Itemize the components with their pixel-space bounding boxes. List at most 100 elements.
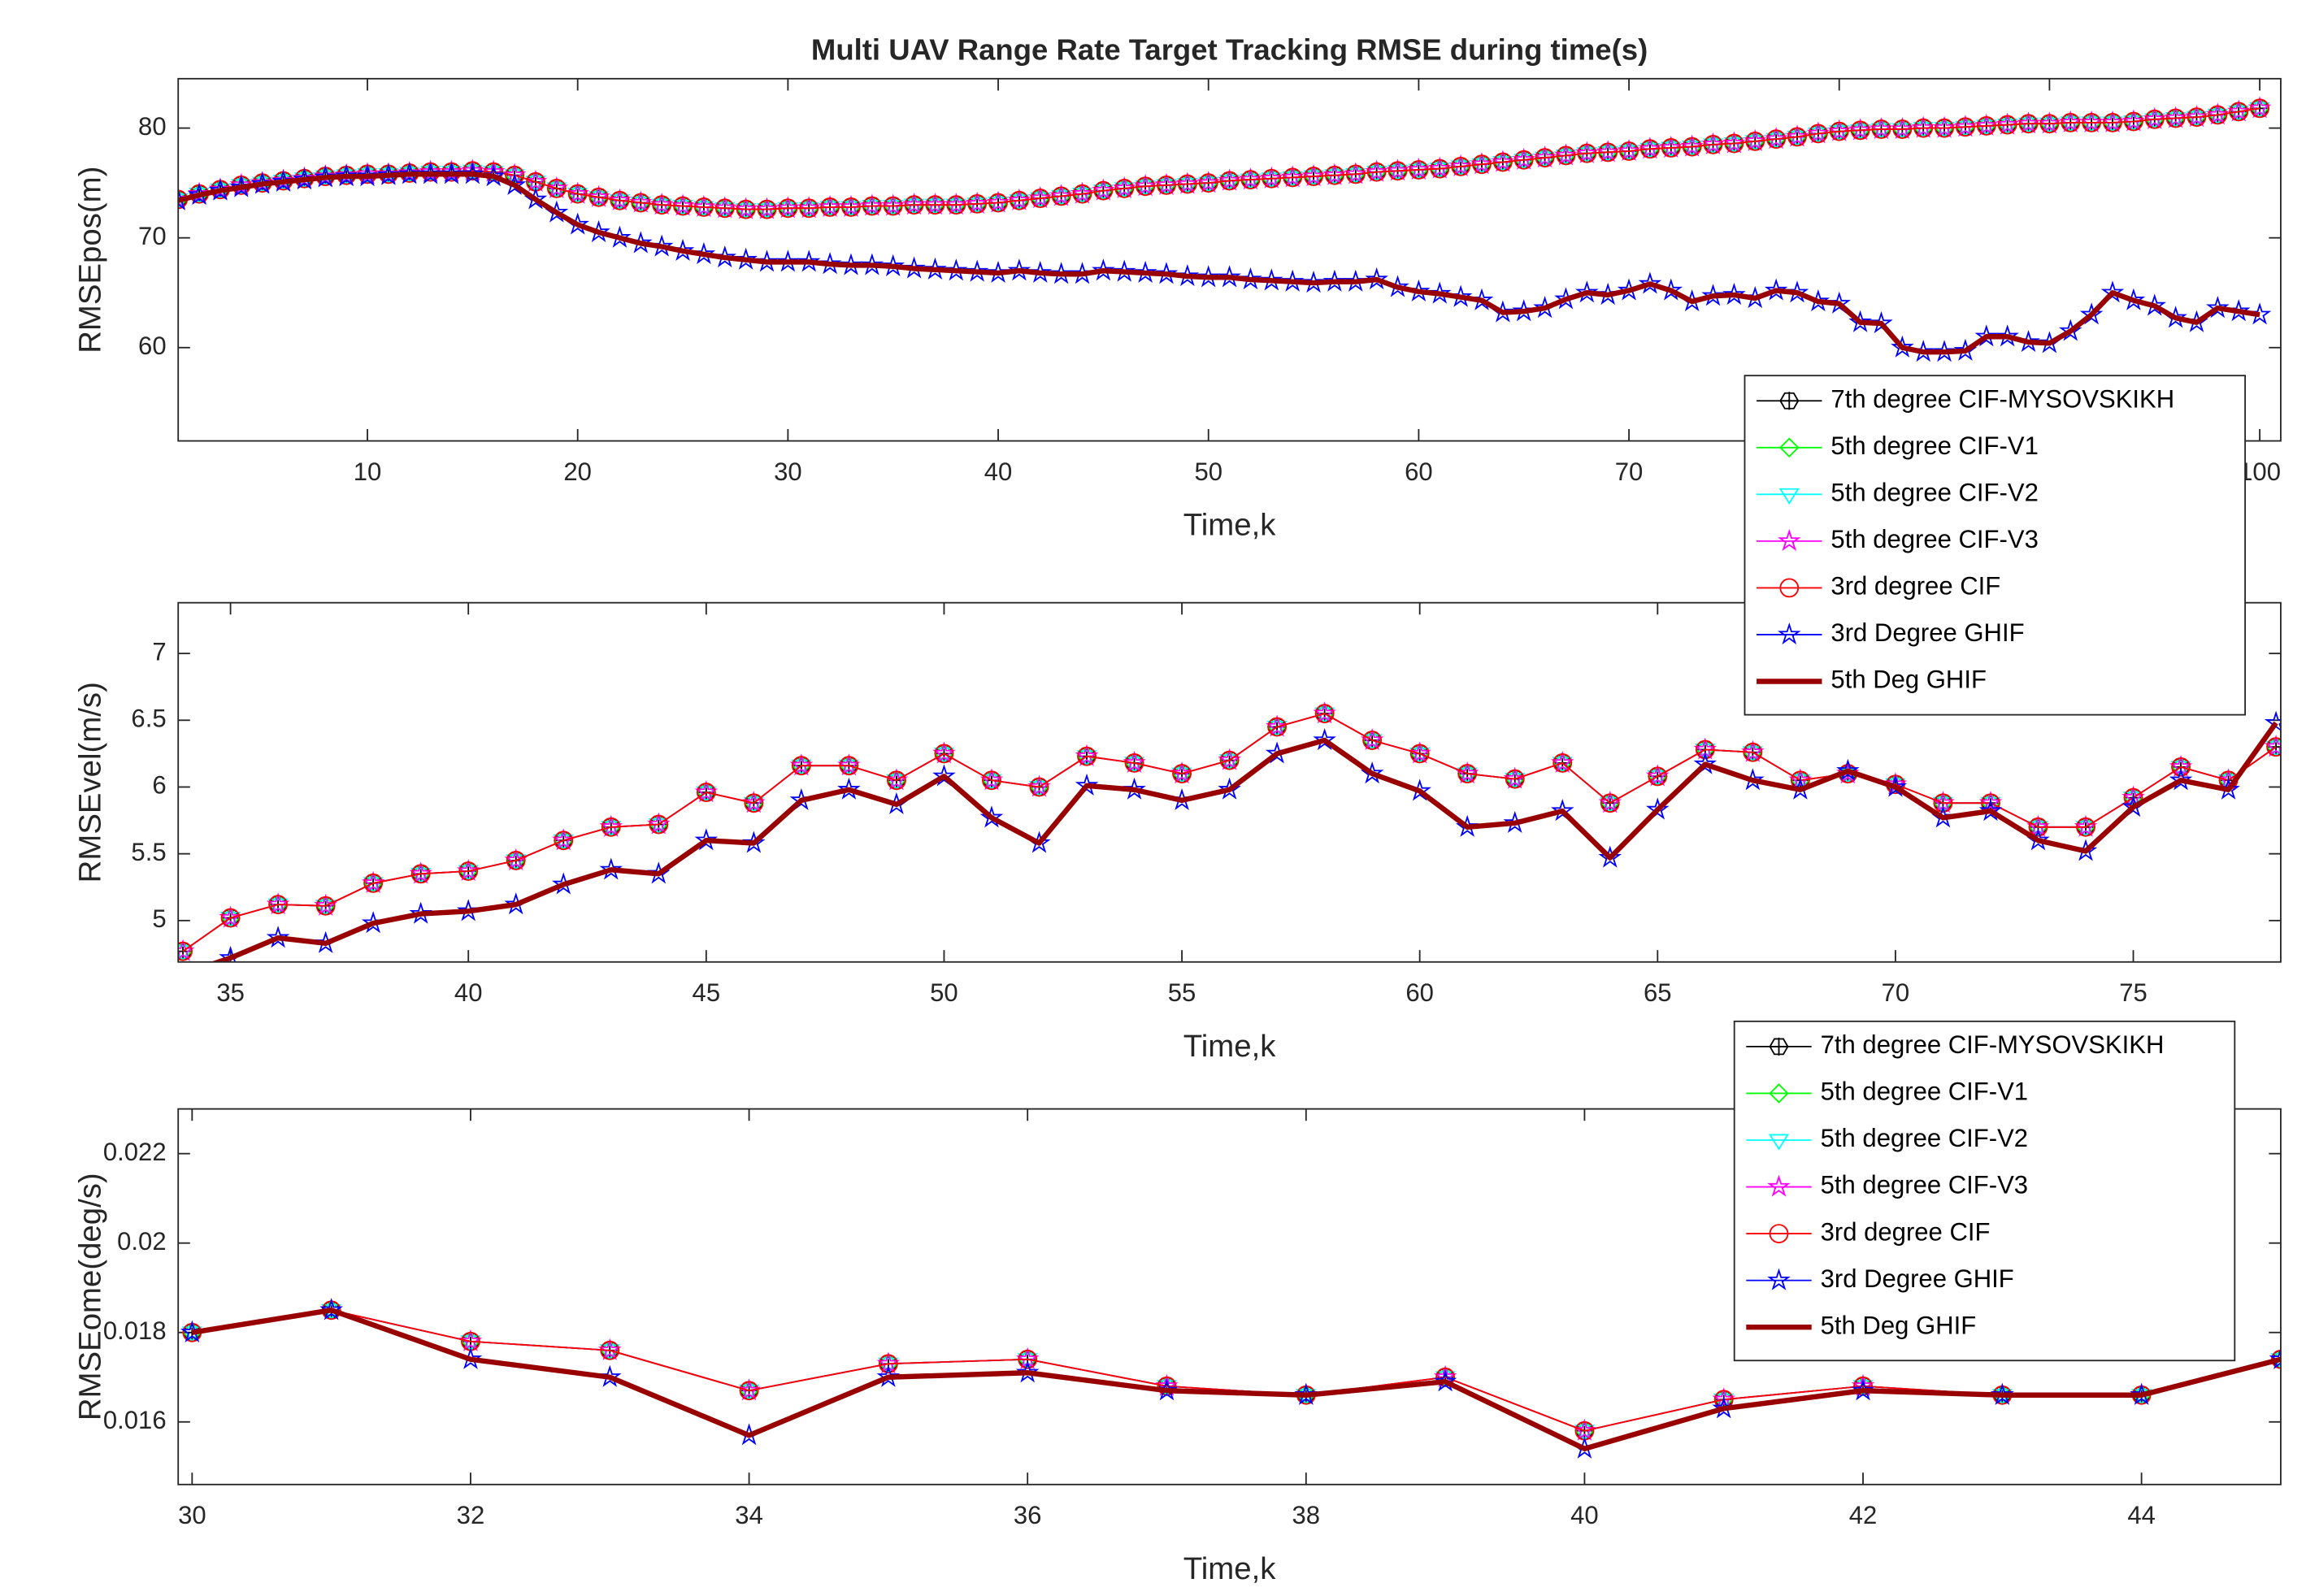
- legend-marker: [1767, 1268, 1791, 1290]
- x-tick-label: 44: [2127, 1501, 2156, 1529]
- legend-marker: [1769, 1037, 1789, 1056]
- marker: [1596, 140, 1620, 163]
- marker: [1976, 116, 1996, 136]
- marker: [1472, 154, 1492, 175]
- marker: [1598, 791, 1622, 813]
- marker: [2028, 817, 2048, 837]
- y-axis-label: RMSEvel(m/s): [72, 682, 107, 883]
- marker: [671, 193, 695, 216]
- marker: [1448, 154, 1473, 177]
- marker: [1075, 744, 1099, 766]
- marker: [2206, 102, 2230, 125]
- marker: [1301, 164, 1326, 187]
- marker: [1974, 324, 1999, 347]
- plot-series: [180, 1298, 2281, 1459]
- legend-marker: [1767, 1174, 1791, 1197]
- marker: [523, 169, 548, 192]
- marker: [755, 197, 779, 219]
- marker: [946, 195, 966, 215]
- marker: [1313, 701, 1336, 724]
- legend-label: 5th degree CIF-V1: [1821, 1078, 2028, 1106]
- marker: [1157, 175, 1176, 195]
- marker: [736, 199, 756, 219]
- marker: [1280, 269, 1305, 292]
- marker: [1301, 271, 1326, 293]
- x-tick-label: 40: [1570, 1501, 1599, 1529]
- marker: [334, 163, 358, 185]
- marker: [2121, 785, 2145, 808]
- legend-label: 5th degree CIF-V3: [1830, 525, 2038, 553]
- marker: [1913, 118, 1934, 138]
- marker: [1953, 115, 1978, 137]
- marker: [2264, 735, 2281, 757]
- marker: [1219, 750, 1240, 770]
- marker: [2229, 102, 2249, 122]
- marker: [649, 814, 669, 835]
- legend-marker: [1769, 1224, 1789, 1243]
- marker: [965, 259, 989, 282]
- marker: [837, 753, 861, 776]
- marker: [1646, 797, 1670, 820]
- marker: [1827, 119, 1852, 141]
- marker: [2226, 99, 2251, 122]
- marker: [1172, 764, 1192, 783]
- marker: [820, 197, 840, 217]
- marker: [881, 254, 905, 276]
- marker: [1695, 739, 1715, 760]
- marker: [2266, 737, 2281, 757]
- marker: [1764, 278, 1788, 301]
- legend-box: [1744, 375, 2247, 716]
- legend-marker: [1777, 528, 1801, 552]
- x-tick-label: 50: [930, 978, 958, 1007]
- marker: [1407, 157, 1431, 180]
- marker: [692, 194, 716, 218]
- marker: [2074, 814, 2098, 837]
- marker: [2100, 110, 2125, 133]
- x-tick-label: 35: [216, 978, 245, 1007]
- y-tick-label: 0.018: [103, 1316, 167, 1345]
- marker: [588, 187, 609, 207]
- marker: [1427, 156, 1452, 179]
- x-tick-label: 10: [354, 458, 382, 486]
- marker: [1027, 774, 1051, 797]
- legend-label: 5th degree CIF-V2: [1821, 1124, 2028, 1152]
- marker: [1124, 753, 1144, 773]
- marker: [1314, 704, 1335, 723]
- legend-label: 5th degree CIF-V3: [1821, 1171, 2028, 1199]
- marker: [1535, 148, 1555, 167]
- marker: [1218, 168, 1241, 191]
- marker: [1891, 335, 1914, 358]
- marker: [791, 756, 811, 776]
- marker: [1072, 184, 1092, 204]
- marker: [839, 253, 863, 275]
- axes-box: [177, 77, 2282, 442]
- marker: [1386, 158, 1409, 181]
- marker: [608, 188, 632, 210]
- x-tick-label: 34: [735, 1501, 763, 1529]
- marker: [1995, 324, 2019, 347]
- y-axis-label: RMSEome(deg/s): [72, 1173, 107, 1420]
- y-axis-label: RMSEpos(m): [72, 167, 107, 353]
- marker: [220, 908, 241, 928]
- marker: [776, 249, 800, 272]
- marker: [293, 166, 316, 189]
- marker: [1123, 750, 1146, 774]
- series-line: [178, 107, 2260, 210]
- marker: [1553, 753, 1573, 773]
- legend-marker: [1777, 622, 1801, 645]
- marker: [361, 870, 385, 893]
- marker: [1550, 750, 1574, 774]
- marker: [1712, 1387, 1736, 1410]
- legend-label: 5th degree CIF-V1: [1830, 432, 2038, 460]
- marker: [1322, 269, 1347, 292]
- marker: [818, 194, 842, 218]
- marker: [2079, 302, 2104, 325]
- marker: [271, 168, 295, 191]
- marker: [1911, 115, 1935, 138]
- marker: [982, 770, 1001, 791]
- marker: [1682, 137, 1702, 157]
- marker: [1262, 168, 1282, 189]
- marker: [744, 793, 764, 813]
- legend-box: [1733, 1020, 2236, 1362]
- marker: [587, 184, 610, 207]
